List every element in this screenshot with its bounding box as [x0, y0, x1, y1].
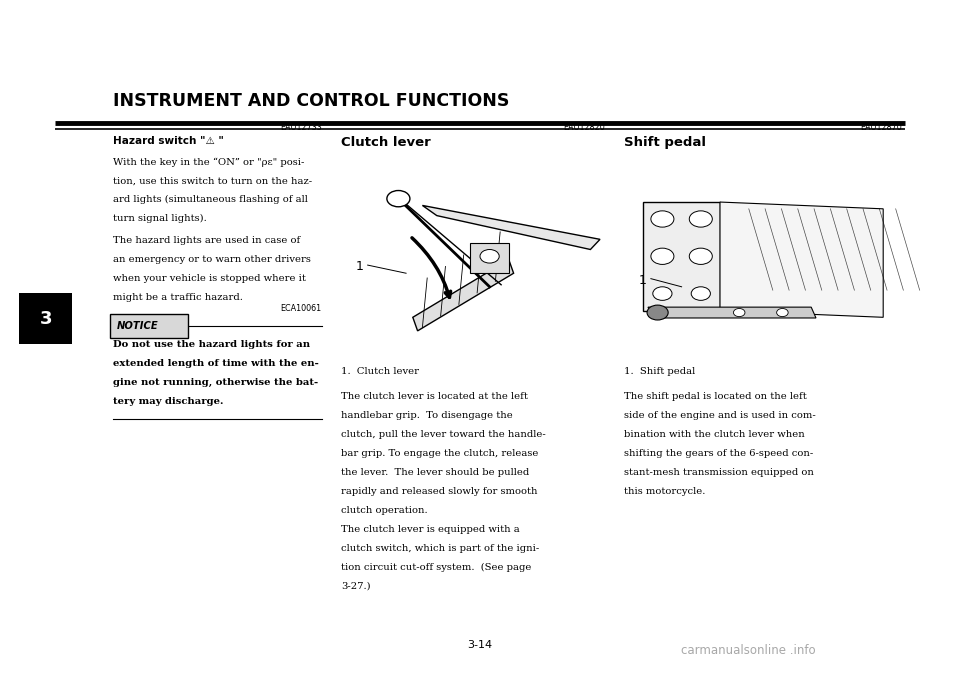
Circle shape	[480, 250, 499, 263]
Text: 1.  Shift pedal: 1. Shift pedal	[624, 367, 695, 376]
Polygon shape	[648, 307, 816, 318]
Text: 3-14: 3-14	[468, 641, 492, 650]
Polygon shape	[470, 243, 509, 273]
Text: 1: 1	[355, 260, 363, 273]
Text: shifting the gears of the 6-speed con-: shifting the gears of the 6-speed con-	[624, 449, 813, 458]
Circle shape	[733, 308, 745, 317]
Circle shape	[387, 191, 410, 207]
Text: EAU12733: EAU12733	[280, 123, 322, 132]
Text: tion circuit cut-off system.  (See page: tion circuit cut-off system. (See page	[341, 563, 531, 572]
Polygon shape	[413, 260, 514, 331]
FancyBboxPatch shape	[110, 314, 188, 338]
Text: handlebar grip.  To disengage the: handlebar grip. To disengage the	[341, 411, 513, 420]
Text: The shift pedal is located on the left: The shift pedal is located on the left	[624, 392, 806, 401]
Circle shape	[689, 211, 712, 227]
Text: turn signal lights).: turn signal lights).	[113, 214, 207, 223]
Text: clutch, pull the lever toward the handle-: clutch, pull the lever toward the handle…	[341, 430, 545, 439]
Text: 1: 1	[638, 273, 646, 287]
Text: an emergency or to warn other drivers: an emergency or to warn other drivers	[113, 255, 311, 264]
Text: With the key in the “ON” or "ρε" posi-: With the key in the “ON” or "ρε" posi-	[113, 157, 304, 167]
Text: tery may discharge.: tery may discharge.	[113, 397, 224, 406]
Text: ard lights (simultaneous flashing of all: ard lights (simultaneous flashing of all	[113, 195, 308, 204]
Text: EAU12870: EAU12870	[861, 123, 902, 132]
Text: 3: 3	[39, 310, 52, 327]
Text: clutch operation.: clutch operation.	[341, 506, 427, 515]
Circle shape	[653, 287, 672, 300]
Polygon shape	[422, 205, 600, 250]
Text: tion, use this switch to turn on the haz-: tion, use this switch to turn on the haz…	[113, 176, 312, 185]
Text: INSTRUMENT AND CONTROL FUNCTIONS: INSTRUMENT AND CONTROL FUNCTIONS	[113, 92, 510, 110]
Circle shape	[777, 308, 788, 317]
Text: when your vehicle is stopped where it: when your vehicle is stopped where it	[113, 274, 306, 283]
Text: 3-27.): 3-27.)	[341, 582, 371, 591]
Text: 1.  Clutch lever: 1. Clutch lever	[341, 367, 419, 376]
Text: NOTICE: NOTICE	[117, 321, 158, 331]
Text: rapidly and released slowly for smooth: rapidly and released slowly for smooth	[341, 487, 538, 496]
Text: EAU12820: EAU12820	[564, 123, 605, 132]
Text: clutch switch, which is part of the igni-: clutch switch, which is part of the igni…	[341, 544, 540, 553]
Text: might be a traffic hazard.: might be a traffic hazard.	[113, 293, 243, 302]
Text: Do not use the hazard lights for an: Do not use the hazard lights for an	[113, 340, 310, 349]
Polygon shape	[643, 202, 720, 311]
Text: The clutch lever is equipped with a: The clutch lever is equipped with a	[341, 525, 519, 534]
Circle shape	[651, 248, 674, 264]
Text: bination with the clutch lever when: bination with the clutch lever when	[624, 430, 804, 439]
Text: The clutch lever is located at the left: The clutch lever is located at the left	[341, 392, 528, 401]
Text: side of the engine and is used in com-: side of the engine and is used in com-	[624, 411, 816, 420]
Text: bar grip. To engage the clutch, release: bar grip. To engage the clutch, release	[341, 449, 539, 458]
Text: stant-mesh transmission equipped on: stant-mesh transmission equipped on	[624, 468, 814, 477]
Circle shape	[691, 287, 710, 300]
Text: Hazard switch "⚠ ": Hazard switch "⚠ "	[113, 136, 224, 146]
FancyBboxPatch shape	[19, 293, 72, 344]
Circle shape	[647, 305, 668, 320]
Text: Clutch lever: Clutch lever	[341, 136, 430, 148]
Circle shape	[689, 248, 712, 264]
Text: ECA10061: ECA10061	[280, 304, 322, 313]
Text: Shift pedal: Shift pedal	[624, 136, 706, 148]
Text: this motorcycle.: this motorcycle.	[624, 487, 706, 496]
Text: gine not running, otherwise the bat-: gine not running, otherwise the bat-	[113, 378, 319, 387]
Polygon shape	[720, 202, 883, 317]
Text: The hazard lights are used in case of: The hazard lights are used in case of	[113, 236, 300, 245]
Text: extended length of time with the en-: extended length of time with the en-	[113, 359, 319, 368]
Text: the lever.  The lever should be pulled: the lever. The lever should be pulled	[341, 468, 529, 477]
Circle shape	[651, 211, 674, 227]
Text: carmanualsonline .info: carmanualsonline .info	[682, 644, 816, 658]
